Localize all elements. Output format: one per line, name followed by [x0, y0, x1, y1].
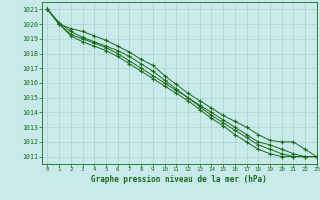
X-axis label: Graphe pression niveau de la mer (hPa): Graphe pression niveau de la mer (hPa) [91, 175, 267, 184]
